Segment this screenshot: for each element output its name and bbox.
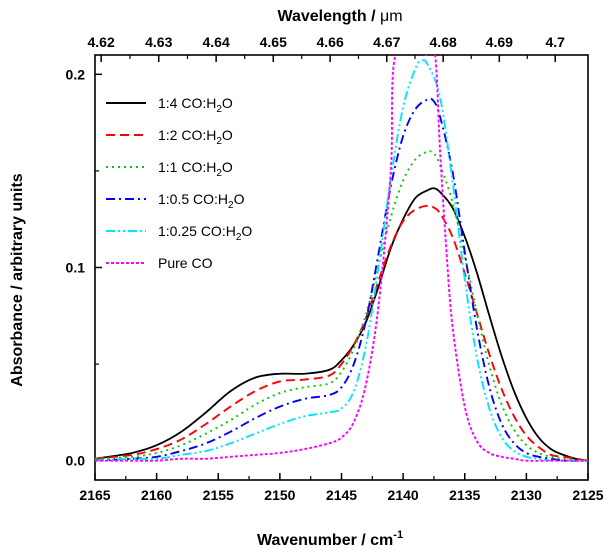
legend-label-tail: O [222, 95, 233, 111]
series-line [95, 204, 588, 462]
top-axis-label: Wavelength / μm [277, 8, 402, 25]
series-line [95, 59, 588, 462]
legend-label-tail: O [234, 191, 245, 207]
legend-label-tail: O [241, 223, 252, 239]
x-tick-label: 2165 [79, 487, 110, 503]
x-axis-label-superscript: -1 [393, 529, 403, 541]
legend-label-tail: O [222, 159, 233, 175]
legend-label-subscript: 2 [216, 168, 222, 179]
legend-label: 1:4 CO:H2O [158, 95, 233, 115]
legend-label: 1:0.25 CO:H2O [158, 223, 252, 243]
legend-label-main: Pure CO [158, 255, 213, 271]
top-tick-label: 4.63 [145, 34, 172, 50]
legend-label-main: 1:2 CO:H [158, 127, 216, 143]
x-tick-label: 2140 [388, 487, 419, 503]
top-tick-label: 4.67 [373, 34, 400, 50]
legend-label-main: 1:0.5 CO:H [158, 191, 228, 207]
x-tick-label: 2155 [203, 487, 234, 503]
x-tick-label: 2135 [449, 487, 480, 503]
legend-label: 1:1 CO:H2O [158, 159, 233, 179]
legend-label-subscript: 2 [216, 136, 222, 147]
top-tick-label: 4.64 [203, 34, 230, 50]
plot-frame [94, 54, 589, 481]
legend-label-main: 1:0.25 CO:H [158, 223, 236, 239]
top-tick-label: 4.68 [430, 34, 457, 50]
legend-label-subscript: 2 [236, 232, 242, 243]
x-tick-label: 2160 [141, 487, 172, 503]
top-tick-label: 4.69 [486, 34, 513, 50]
y-tick-label: 0.0 [66, 453, 86, 469]
top-axis-label-text: Wavelength / [277, 8, 380, 25]
x-tick-label: 2145 [326, 487, 357, 503]
legend-label-tail: O [222, 127, 233, 143]
legend-label-subscript: 2 [228, 200, 234, 211]
y-axis-label: Absorbance / arbitrary units [9, 173, 26, 386]
top-tick-label: 4.7 [545, 34, 565, 50]
series-line [95, 55, 588, 462]
y-tick-label: 0.1 [66, 260, 86, 276]
legend-label: 1:2 CO:H2O [158, 127, 233, 147]
x-axis-label-text: Wavenumber / cm [257, 532, 393, 549]
legend-label-main: 1:4 CO:H [158, 95, 216, 111]
axes-layer: 2165 2160 2155 2150 2145 2140 2135 2130 2125 0.0 0… [66, 34, 604, 503]
legend-label: Pure CO [158, 255, 213, 271]
series-line [95, 150, 588, 462]
legend-label: 1:0.5 CO:H2O [158, 191, 245, 211]
top-tick-label: 4.66 [317, 34, 344, 50]
x-tick-label: 2125 [572, 487, 603, 503]
y-tick-label: 0.2 [66, 66, 86, 82]
legend-label-subscript: 2 [216, 104, 222, 115]
x-tick-label: 2150 [264, 487, 295, 503]
top-axis-label-unit: μm [380, 8, 403, 25]
legend-label-main: 1:1 CO:H [158, 159, 216, 175]
top-tick-label: 4.62 [88, 34, 115, 50]
top-tick-label: 4.65 [260, 34, 287, 50]
series-line [95, 97, 588, 462]
x-axis-label: Wavenumber / cm-1 [257, 529, 403, 549]
series-line [95, 187, 588, 462]
series-layer [95, 55, 588, 462]
x-tick-label: 2130 [511, 487, 542, 503]
